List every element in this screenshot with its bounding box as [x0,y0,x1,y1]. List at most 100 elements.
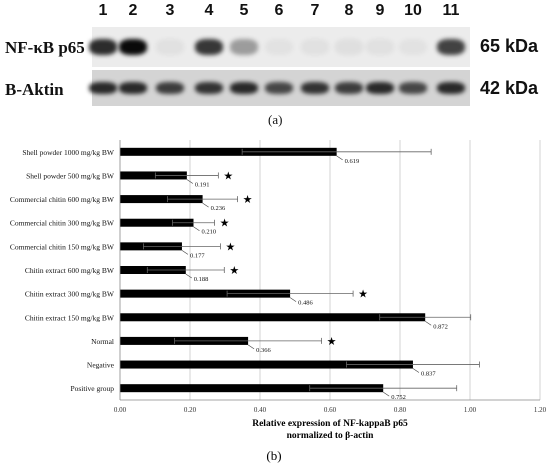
p65-blot-strip [89,27,470,67]
category-label: Chitin extract 600 mg/kg BW [25,266,115,275]
value-label: 0.486 [298,300,313,307]
control-kda-label: 42 kDa [480,78,539,98]
panel-label-b: (b) [266,448,281,463]
significance-star: ★ [223,170,233,182]
label-layer: Shell powder 1000 mg/kg BW 0.619 Shell pow… [10,148,448,401]
blot-p65-band-8 [335,39,363,55]
lane-number-2: 2 [128,2,138,19]
category-label: Chitin extract 150 mg/kg BW [25,313,115,322]
blot-actin-band-2 [119,82,147,94]
blot-actin-band-8 [335,82,363,94]
value-leader [412,368,420,373]
blot-p65-band-2 [119,39,147,55]
x-tick-label: 0.80 [394,406,407,414]
grid-layer [189,140,541,400]
blot-actin-band-1 [89,82,117,94]
bar [120,171,187,180]
blot-p65-band-6 [265,39,293,55]
category-label: Positive group [70,384,114,393]
protein-kda-label: 65 kDa [480,36,539,56]
value-label: 0.177 [190,252,205,259]
value-label: 0.191 [195,181,210,188]
blot-p65-band-4 [195,39,223,55]
value-label: 0.872 [433,323,448,330]
x-axis-label-line1: Relative expression of NF-kappaB p65 [252,419,408,429]
lane-number-7: 7 [310,2,320,19]
bar-layer [120,147,480,393]
bar-chart: Shell powder 1000 mg/kg BW 0.619 Shell pow… [10,140,547,463]
significance-star: ★ [243,194,253,206]
blot-actin-band-7 [301,82,329,94]
value-label: 0.366 [256,347,271,354]
lane-number-9: 9 [375,2,385,19]
control-label: B-Aktin [5,80,64,99]
value-label: 0.752 [391,394,406,401]
panel-label-a: (a) [268,112,283,127]
lane-number-1: 1 [98,2,108,19]
bar [120,313,426,322]
lane-number-8: 8 [344,2,354,19]
category-label: Normal [91,337,114,346]
bar [120,360,413,369]
bar [120,218,194,227]
bar [120,147,337,156]
lane-number-10: 10 [404,2,422,19]
category-label: Negative [87,361,115,370]
x-axis-label-line2: normalized to β-actin [287,431,375,441]
significance-star: ★ [220,218,230,230]
value-leader [289,297,297,302]
x-tick-label: 0.40 [254,406,267,414]
category-label: Commercial chitin 300 mg/kg BW [10,219,115,228]
value-leader [185,273,192,279]
actin-blot-strip [89,70,470,106]
blot-actin-band-6 [265,82,293,94]
blot-actin-band-10 [399,82,427,94]
x-tick-label: 0.00 [114,406,127,414]
value-label: 0.236 [211,205,226,212]
blot-p65-band-5 [230,39,258,55]
category-label: Commercial chitin 150 mg/kg BW [10,242,115,251]
western-blot-panel: 1 2 3 4 5 6 7 8 9 10 11 NF-κB p65 B-Aktin 65 kDa 4… [0,0,550,130]
value-leader [202,202,209,208]
value-leader [336,155,343,161]
lane-number-6: 6 [274,2,284,19]
lane-number-4: 4 [204,2,214,19]
blot-p65-band-7 [301,39,329,55]
bar [120,289,291,298]
blot-p65-band-1 [89,39,117,55]
blot-p65-band-3 [156,39,184,55]
value-label: 0.619 [345,158,360,165]
bar [120,384,384,393]
category-label: Chitin extract 300 mg/kg BW [25,290,115,299]
value-leader [193,226,200,231]
value-label: 0.837 [421,371,436,378]
value-leader [247,344,255,350]
x-tick-label: 1.20 [534,406,547,414]
value-leader [425,321,432,326]
lane-number-3: 3 [165,2,175,19]
bar [120,195,203,204]
blot-actin-band-3 [156,82,184,94]
axis-layer: 0.00 0.20 0.40 0.60 0.80 1.00 1.20 [114,140,547,414]
x-tick-label: 0.20 [184,406,197,414]
category-label: Commercial chitin 600 mg/kg BW [10,195,115,204]
value-leader [383,391,390,397]
significance-star: ★ [327,336,337,348]
value-label: 0.210 [202,229,217,236]
significance-star: ★ [358,289,368,301]
lane-number-11: 11 [442,2,460,19]
blot-actin-band-5 [230,82,258,94]
protein-label: NF-κB p65 [5,38,85,57]
value-leader [181,250,189,255]
significance-star: ★ [226,241,236,253]
blot-actin-band-11 [437,82,465,94]
blot-actin-band-9 [366,82,394,94]
value-leader [186,179,194,184]
lane-number-5: 5 [239,2,249,19]
category-label: Shell powder 500 mg/kg BW [26,171,115,180]
value-label: 0.188 [194,276,209,283]
significance-star: ★ [229,265,239,277]
x-tick-label: 0.60 [324,406,337,414]
x-tick-label: 1.00 [464,406,477,414]
blot-actin-band-4 [195,82,223,94]
